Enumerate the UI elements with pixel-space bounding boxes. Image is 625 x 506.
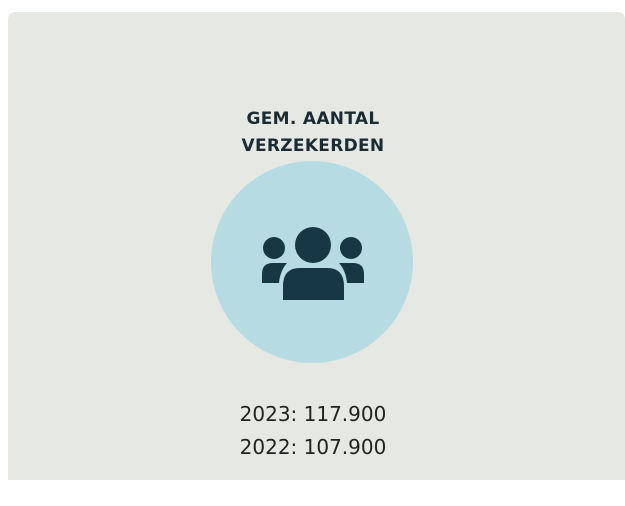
stat-line: 2023: 117.900 [240, 402, 387, 426]
card-title-line: GEM. AANTAL [247, 109, 380, 129]
people-icon [262, 227, 364, 300]
card-title-line: VERZEKERDEN [242, 136, 385, 156]
stat-line: 2022: 107.900 [240, 435, 387, 459]
